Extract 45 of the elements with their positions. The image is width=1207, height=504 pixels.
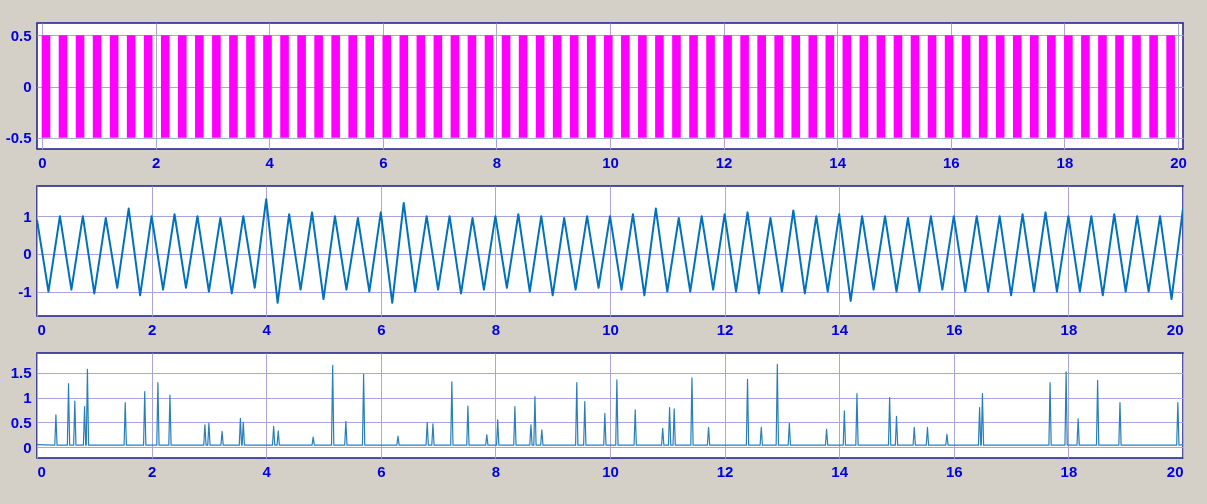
x-tick-label: 20	[1166, 320, 1184, 338]
x-tick-label: 18	[1056, 153, 1074, 171]
x-tick-label: 10	[602, 153, 619, 171]
x-tick-label: 14	[831, 320, 849, 338]
x-tick-label: 2	[147, 462, 157, 480]
y-tick-label: -0.5	[5, 129, 32, 147]
x-tick-label: 14	[831, 462, 849, 480]
x-tick-label: 12	[716, 462, 734, 480]
y-tick-label: 1.5	[10, 364, 32, 382]
y-tick-label: 0.5	[10, 413, 32, 431]
y-tick-label: 0	[23, 78, 32, 96]
x-tick-label: 16	[945, 320, 963, 338]
x-tick-label: 4	[265, 153, 275, 171]
line-series	[37, 363, 1183, 446]
x-tick-label: 0	[38, 153, 47, 171]
x-tick-label: 6	[377, 462, 386, 480]
x-tick-label: 8	[491, 320, 501, 338]
x-tick-label: 18	[1060, 320, 1078, 338]
x-tick-label: 6	[377, 320, 386, 338]
x-tick-label: 10	[602, 462, 619, 480]
x-tick-label: 14	[829, 153, 847, 171]
x-tick-label: 6	[379, 153, 388, 171]
x-tick-label: 12	[715, 153, 733, 171]
x-tick-label: 0	[37, 320, 46, 338]
x-tick-label: 2	[147, 320, 157, 338]
x-tick-label: 4	[262, 462, 272, 480]
y-tick-label: 0	[23, 245, 32, 263]
x-tick-label: 12	[716, 320, 734, 338]
x-tick-label: 16	[945, 462, 963, 480]
x-tick-label: 10	[602, 320, 619, 338]
x-tick-label: 8	[492, 153, 502, 171]
y-tick-label: 1	[23, 207, 32, 225]
x-tick-label: 18	[1060, 462, 1078, 480]
x-tick-label: 16	[942, 153, 960, 171]
x-tick-label: 8	[491, 462, 501, 480]
y-tick-label: 1	[23, 389, 32, 407]
x-tick-label: 2	[151, 153, 161, 171]
y-tick-label: 0	[23, 438, 32, 456]
x-tick-label: 4	[262, 320, 272, 338]
x-tick-label: 0	[37, 462, 46, 480]
x-tick-label: 20	[1170, 153, 1187, 171]
line-series	[37, 198, 1183, 304]
y-tick-label: 0.5	[10, 26, 32, 44]
x-tick-label: 20	[1166, 462, 1184, 480]
y-tick-label: -1	[18, 283, 32, 301]
